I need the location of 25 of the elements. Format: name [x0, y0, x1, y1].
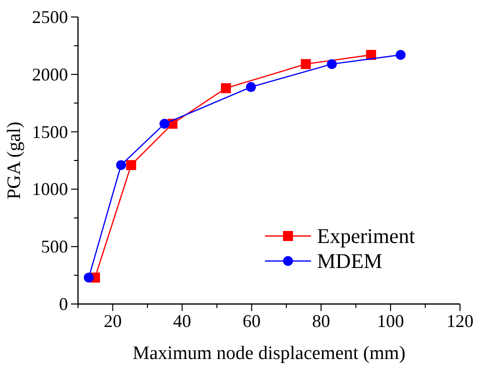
point: [326, 59, 337, 70]
y-tick-label: 1000: [32, 179, 68, 200]
x-tick-label: 100: [377, 311, 404, 331]
y-axis-title: PGA (gal): [4, 122, 25, 200]
x-tick-label: 40: [173, 311, 192, 331]
point: [159, 118, 170, 129]
x-tick-label: 80: [312, 311, 330, 331]
point: [84, 272, 94, 283]
legend-label: MDEM: [317, 249, 383, 273]
point: [126, 160, 136, 170]
point: [246, 82, 256, 92]
y-tick-label: 500: [41, 236, 68, 257]
point: [300, 59, 311, 70]
x-tick-label: 20: [104, 311, 122, 331]
point: [116, 160, 126, 170]
point: [220, 83, 231, 94]
x-tick-label: 120: [446, 311, 474, 331]
y-tick-label: 2000: [32, 64, 68, 84]
point: [396, 50, 406, 60]
x-axis-title: Maximum node displacement (mm): [132, 343, 406, 364]
y-tick-label: 2500: [32, 7, 68, 27]
y-tick-label: 1500: [32, 122, 68, 142]
legend-label: Experiment: [317, 224, 416, 248]
y-tick-label: 0: [59, 294, 68, 314]
x-tick-label: 60: [242, 311, 261, 331]
